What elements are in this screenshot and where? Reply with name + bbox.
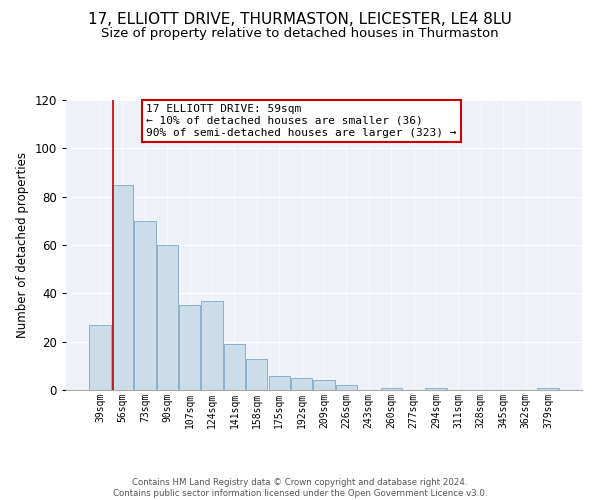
Y-axis label: Number of detached properties: Number of detached properties	[16, 152, 29, 338]
Text: Size of property relative to detached houses in Thurmaston: Size of property relative to detached ho…	[101, 28, 499, 40]
Bar	[157, 245, 178, 390]
Bar	[202, 300, 223, 390]
Text: Contains HM Land Registry data © Crown copyright and database right 2024.
Contai: Contains HM Land Registry data © Crown c…	[113, 478, 487, 498]
Bar	[246, 358, 268, 390]
Bar	[313, 380, 335, 390]
Bar	[112, 184, 133, 390]
Bar	[537, 388, 559, 390]
Bar	[89, 325, 111, 390]
Bar	[336, 385, 357, 390]
Bar	[179, 306, 200, 390]
Text: 17, ELLIOTT DRIVE, THURMASTON, LEICESTER, LE4 8LU: 17, ELLIOTT DRIVE, THURMASTON, LEICESTER…	[88, 12, 512, 28]
Bar	[380, 388, 402, 390]
Bar	[134, 221, 155, 390]
Bar	[224, 344, 245, 390]
Bar	[291, 378, 312, 390]
Text: 17 ELLIOTT DRIVE: 59sqm
← 10% of detached houses are smaller (36)
90% of semi-de: 17 ELLIOTT DRIVE: 59sqm ← 10% of detache…	[146, 104, 457, 138]
Bar	[269, 376, 290, 390]
Bar	[425, 388, 446, 390]
